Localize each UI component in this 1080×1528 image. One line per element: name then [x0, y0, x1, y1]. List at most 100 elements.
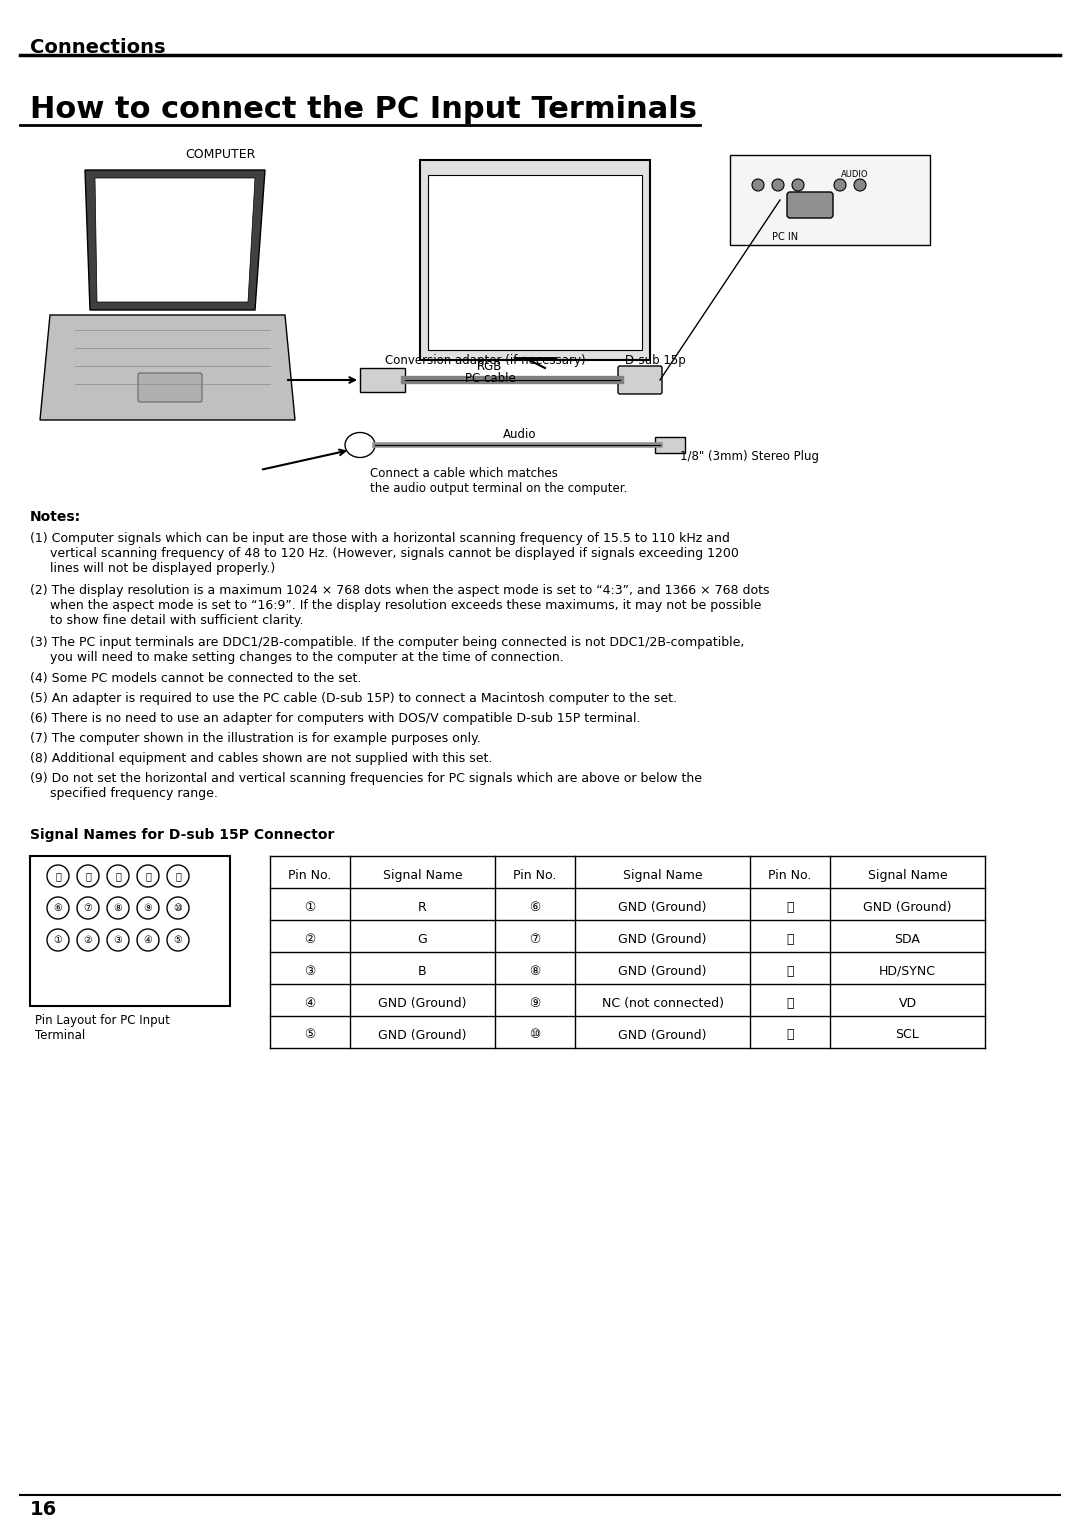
Circle shape [107, 865, 129, 886]
Text: ⑫: ⑫ [85, 871, 91, 882]
Text: (6) There is no need to use an adapter for computers with DOS/V compatible D-sub: (6) There is no need to use an adapter f… [30, 712, 640, 724]
Circle shape [77, 897, 99, 918]
Text: ⑤: ⑤ [305, 1028, 315, 1042]
Text: SDA: SDA [894, 932, 920, 946]
Circle shape [77, 929, 99, 950]
Text: Signal Names for D-sub 15P Connector: Signal Names for D-sub 15P Connector [30, 828, 335, 842]
Text: ②: ② [305, 932, 315, 946]
Text: ⑬: ⑬ [116, 871, 121, 882]
Text: Pin No.: Pin No. [288, 868, 332, 882]
Text: R: R [418, 900, 427, 914]
Text: (2) The display resolution is a maximum 1024 × 768 dots when the aspect mode is : (2) The display resolution is a maximum … [30, 584, 769, 626]
Text: ⑪: ⑪ [55, 871, 60, 882]
Text: ⑥: ⑥ [529, 900, 541, 914]
Text: 1/8" (3mm) Stereo Plug: 1/8" (3mm) Stereo Plug [680, 451, 819, 463]
Text: Connections: Connections [30, 38, 165, 57]
Text: (4) Some PC models cannot be connected to the set.: (4) Some PC models cannot be connected t… [30, 672, 362, 685]
Circle shape [167, 897, 189, 918]
Text: ⑨: ⑨ [144, 903, 152, 914]
Text: (7) The computer shown in the illustration is for example purposes only.: (7) The computer shown in the illustrati… [30, 732, 481, 746]
Text: Signal Name: Signal Name [623, 868, 702, 882]
Text: ⑪: ⑪ [786, 900, 794, 914]
FancyBboxPatch shape [787, 193, 833, 219]
Circle shape [137, 897, 159, 918]
Bar [428, 176, 642, 350]
Text: ⑮: ⑮ [175, 871, 181, 882]
Circle shape [137, 865, 159, 886]
Circle shape [48, 897, 69, 918]
Polygon shape [95, 177, 255, 303]
Text: D-sub 15p: D-sub 15p [624, 354, 686, 367]
Text: PC cable: PC cable [464, 371, 515, 385]
Text: Connect a cable which matches
the audio output terminal on the computer.: Connect a cable which matches the audio … [370, 468, 627, 495]
Text: ⑩: ⑩ [174, 903, 183, 914]
Text: AUDIO: AUDIO [841, 170, 868, 179]
FancyBboxPatch shape [138, 373, 202, 402]
Text: Signal Name: Signal Name [382, 868, 462, 882]
Text: ③: ③ [113, 935, 122, 944]
Circle shape [48, 929, 69, 950]
Text: ⑬: ⑬ [786, 964, 794, 978]
Circle shape [854, 179, 866, 191]
Text: Pin Layout for PC Input
Terminal: Pin Layout for PC Input Terminal [35, 1015, 170, 1042]
Text: ⑭: ⑭ [786, 996, 794, 1010]
Text: RGB: RGB [477, 361, 502, 373]
Text: Pin No.: Pin No. [768, 868, 812, 882]
Text: ⑧: ⑧ [113, 903, 122, 914]
Polygon shape [85, 170, 265, 310]
Circle shape [137, 929, 159, 950]
Circle shape [772, 179, 784, 191]
Text: ⑧: ⑧ [529, 964, 541, 978]
Text: ①: ① [305, 900, 315, 914]
Circle shape [792, 179, 804, 191]
Text: ⑨: ⑨ [529, 996, 541, 1010]
Text: GND (Ground): GND (Ground) [618, 964, 706, 978]
Bar [30, 856, 230, 1005]
Circle shape [167, 865, 189, 886]
Circle shape [752, 179, 764, 191]
Text: ①: ① [54, 935, 63, 944]
Text: ⑭: ⑭ [145, 871, 151, 882]
Text: SCL: SCL [895, 1028, 919, 1042]
Bar [654, 437, 685, 452]
Text: VD: VD [899, 996, 917, 1010]
Text: (8) Additional equipment and cables shown are not supplied with this set.: (8) Additional equipment and cables show… [30, 752, 492, 766]
Text: GND (Ground): GND (Ground) [618, 1028, 706, 1042]
Text: ⑫: ⑫ [786, 932, 794, 946]
Text: Notes:: Notes: [30, 510, 81, 524]
Circle shape [48, 865, 69, 886]
Polygon shape [90, 176, 260, 306]
Text: COMPUTER: COMPUTER [185, 148, 255, 160]
Bar [730, 154, 930, 244]
Circle shape [107, 929, 129, 950]
Text: B: B [418, 964, 427, 978]
Text: GND (Ground): GND (Ground) [863, 900, 951, 914]
Text: PC IN: PC IN [772, 232, 798, 241]
Text: (1) Computer signals which can be input are those with a horizontal scanning fre: (1) Computer signals which can be input … [30, 532, 739, 575]
Text: G: G [418, 932, 428, 946]
Text: 16: 16 [30, 1500, 57, 1519]
Text: ④: ④ [144, 935, 152, 944]
Text: ②: ② [83, 935, 93, 944]
Text: GND (Ground): GND (Ground) [618, 932, 706, 946]
Text: ⑦: ⑦ [529, 932, 541, 946]
Circle shape [77, 865, 99, 886]
Bar [420, 160, 650, 361]
Text: GND (Ground): GND (Ground) [378, 996, 467, 1010]
Text: Pin No.: Pin No. [513, 868, 556, 882]
Text: ④: ④ [305, 996, 315, 1010]
Text: ⑤: ⑤ [174, 935, 183, 944]
Circle shape [107, 897, 129, 918]
Text: ③: ③ [305, 964, 315, 978]
Text: (3) The PC input terminals are DDC1/2B-compatible. If the computer being connect: (3) The PC input terminals are DDC1/2B-c… [30, 636, 744, 665]
Text: NC (not connected): NC (not connected) [602, 996, 724, 1010]
Text: ⑮: ⑮ [786, 1028, 794, 1042]
Text: Conversion adapter (if necessary): Conversion adapter (if necessary) [384, 354, 585, 367]
Text: ⑥: ⑥ [54, 903, 63, 914]
Text: ⑩: ⑩ [529, 1028, 541, 1042]
Text: HD/SYNC: HD/SYNC [879, 964, 936, 978]
Text: How to connect the PC Input Terminals: How to connect the PC Input Terminals [30, 95, 697, 124]
Text: Signal Name: Signal Name [867, 868, 947, 882]
Text: Audio: Audio [503, 428, 537, 442]
Bar [360, 368, 405, 393]
